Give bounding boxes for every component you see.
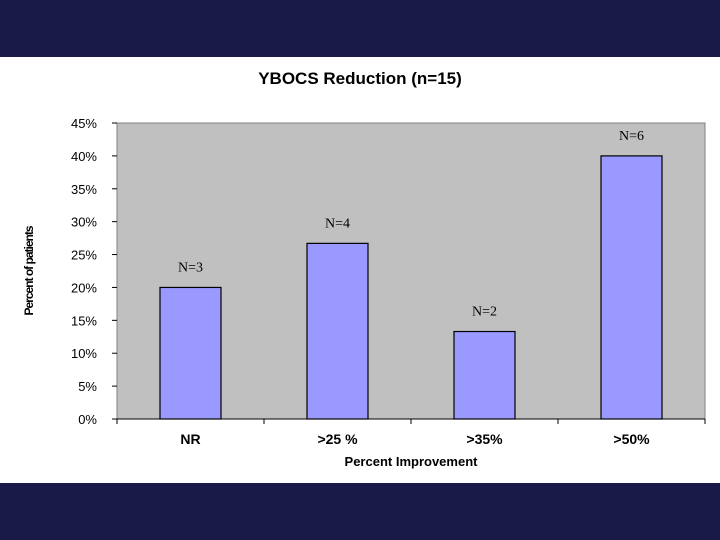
bar xyxy=(600,155,663,420)
y-tick-label: 15% xyxy=(71,313,97,328)
y-tick-label: 20% xyxy=(71,280,97,295)
bar-annotation: N=3 xyxy=(178,260,203,275)
bar-annotation: N=6 xyxy=(619,129,644,144)
x-tick-label: >50% xyxy=(613,431,650,447)
y-tick-label: 5% xyxy=(78,379,97,394)
top-banner xyxy=(0,0,720,57)
bar xyxy=(159,286,222,420)
y-tick-label: 30% xyxy=(71,215,97,230)
bar-annotation: N=2 xyxy=(472,305,497,320)
bar xyxy=(453,330,516,420)
chart-title: YBOCS Reduction (n=15) xyxy=(258,69,462,88)
y-axis-label: Percent of patients xyxy=(22,225,36,315)
y-tick-label: 10% xyxy=(71,346,97,361)
y-tick-label: 0% xyxy=(78,412,97,427)
x-axis: NR >25 % >35% >50% xyxy=(116,418,706,447)
y-axis: 0% 5% 10% 15% 20% 25% 30% 35% 40% 45% xyxy=(71,116,117,427)
bar-annotations: N=3 N=4 N=2 N=6 xyxy=(178,129,644,320)
bar-annotation: N=4 xyxy=(325,216,350,231)
bar xyxy=(306,242,369,420)
y-tick-label: 40% xyxy=(71,149,97,164)
x-axis-label: Percent Improvement xyxy=(345,454,479,469)
bottom-banner xyxy=(0,483,720,540)
bars xyxy=(159,155,663,420)
y-tick-label: 45% xyxy=(71,116,97,131)
y-tick-label: 25% xyxy=(71,248,97,263)
x-tick-label: NR xyxy=(180,431,200,447)
x-tick-label: >35% xyxy=(466,431,503,447)
y-tick-label: 35% xyxy=(71,182,97,197)
x-tick-label: >25 % xyxy=(317,431,358,447)
